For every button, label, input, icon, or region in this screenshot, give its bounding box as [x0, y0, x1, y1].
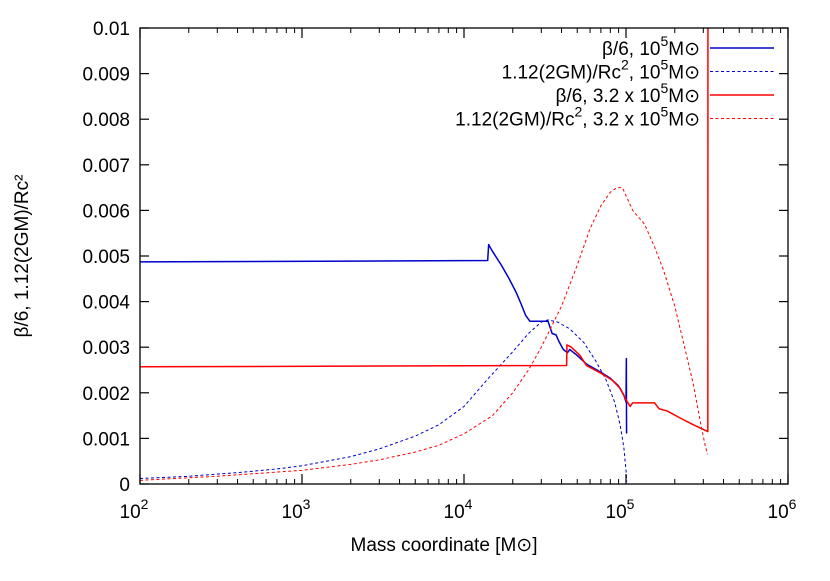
- y-tick-label: 0.001: [82, 429, 130, 450]
- x-tick-label: 105: [606, 496, 635, 523]
- y-axis-label: β/6, 1.12(2GM)/Rc²: [12, 175, 33, 338]
- ticks-layer: 0 0.001 0.002 0.003 0.004 0.005 0.006 0.007 0.00…: [82, 19, 796, 523]
- y-tick-label: 0.008: [82, 110, 130, 131]
- x-axis-label: Mass coordinate [M⊙]: [351, 535, 538, 556]
- series-line-4: [140, 187, 709, 481]
- legend-label-2: 1.12(2GM)/Rc2, 105M⊙: [502, 57, 700, 84]
- legend-text-part: β/6, 3.2 x 10: [556, 86, 661, 107]
- legend-text-part: β/6, 10: [602, 39, 660, 60]
- legend-text-part: , 3.2 x 10: [582, 110, 660, 131]
- legend-label-1: β/6, 105M⊙: [602, 33, 700, 60]
- y-tick-label: 0.01: [93, 19, 130, 40]
- legend-text-part: 5: [660, 104, 668, 120]
- legend-text-part: 1.12(2GM)/Rc: [455, 110, 574, 131]
- legend-text-part: 1.12(2GM)/Rc: [502, 63, 621, 84]
- series-line-2: [140, 319, 628, 482]
- x-tick-exponent: 4: [465, 496, 473, 512]
- x-tick-exponent: 2: [141, 496, 149, 512]
- x-tick-base: 10: [120, 502, 141, 523]
- y-tick-label: 0.009: [82, 65, 130, 86]
- series-layer: [140, 28, 709, 482]
- series-line-3: [140, 28, 709, 433]
- legend-label-4: 1.12(2GM)/Rc2, 3.2 x 105M⊙: [455, 104, 700, 131]
- legend-label-3: β/6, 3.2 x 105M⊙: [556, 80, 700, 107]
- legend-text-part: 2: [574, 104, 582, 120]
- y-tick-label: 0.002: [82, 384, 130, 405]
- legend-text-part: 2: [621, 57, 629, 73]
- legend: β/6, 105M⊙1.12(2GM)/Rc2, 105M⊙β/6, 3.2 x…: [455, 33, 774, 131]
- x-tick-base: 10: [282, 502, 303, 523]
- series-line-1: [140, 243, 628, 434]
- x-tick-exponent: 5: [627, 496, 635, 512]
- legend-text-part: 5: [660, 80, 668, 96]
- legend-text-part: M⊙: [668, 39, 700, 60]
- x-tick-base: 10: [768, 502, 789, 523]
- x-tick-exponent: 3: [303, 496, 311, 512]
- legend-text-part: 5: [660, 33, 668, 49]
- legend-text-part: , 10: [629, 63, 661, 84]
- y-tick-label: 0.003: [82, 338, 130, 359]
- x-tick-label: 104: [444, 496, 473, 523]
- y-tick-label: 0.004: [82, 293, 130, 314]
- x-tick-label: 102: [120, 496, 149, 523]
- x-tick-exponent: 6: [789, 496, 797, 512]
- legend-text-part: M⊙: [668, 63, 700, 84]
- y-tick-label: 0.007: [82, 156, 130, 177]
- legend-text-part: 5: [660, 57, 668, 73]
- x-tick-base: 10: [444, 502, 465, 523]
- y-tick-label: 0: [119, 475, 130, 496]
- x-tick-label: 103: [282, 496, 311, 523]
- y-tick-label: 0.006: [82, 201, 130, 222]
- legend-text-part: M⊙: [668, 86, 700, 107]
- y-tick-label: 0.005: [82, 247, 130, 268]
- x-tick-label: 106: [768, 496, 797, 523]
- x-tick-base: 10: [606, 502, 627, 523]
- legend-text-part: M⊙: [668, 110, 700, 131]
